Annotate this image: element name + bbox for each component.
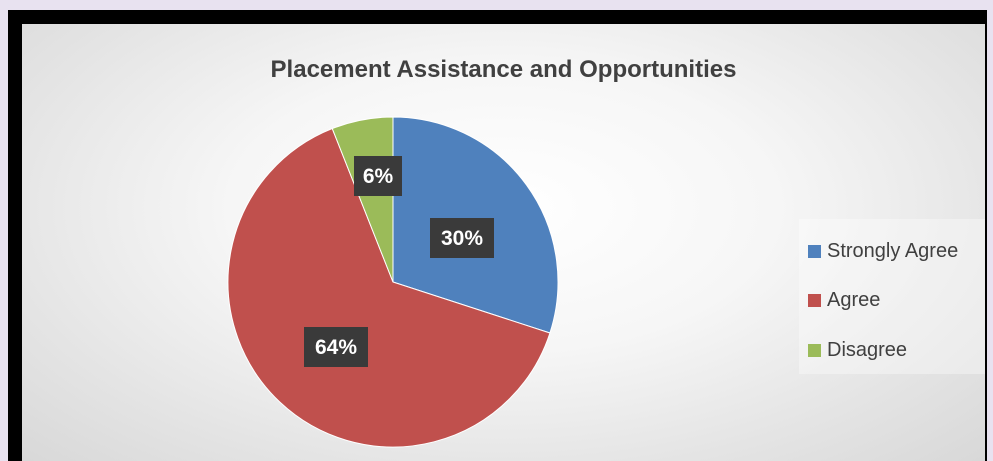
svg-text:6%: 6% (363, 165, 394, 188)
legend-item-strongly-agree: Strongly Agree (808, 236, 958, 266)
legend-label-disagree: Disagree (827, 338, 908, 361)
legend-label-agree: Agree (827, 288, 881, 311)
legend-swatch-strongly-agree (808, 244, 821, 258)
legend-item-disagree: Disagree (808, 335, 907, 365)
data-label-strongly-agree: 30% (430, 218, 494, 258)
chart-legend: Strongly Agree Agree Disagree (799, 219, 985, 374)
legend-swatch-agree (808, 293, 821, 307)
data-label-agree: 64% (304, 327, 368, 367)
pie-chart: 30% 64% 6% (227, 116, 559, 448)
legend-swatch-disagree (808, 343, 821, 357)
svg-text:64%: 64% (315, 336, 357, 359)
data-label-disagree: 6% (354, 156, 402, 196)
legend-label-strongly-agree: Strongly Agree (827, 239, 959, 262)
chart-area: Placement Assistance and Opportunities 3… (22, 24, 985, 461)
pie-slice-agree (227, 127, 551, 448)
svg-text:30%: 30% (441, 227, 483, 250)
legend-item-agree: Agree (808, 285, 880, 315)
chart-frame: Placement Assistance and Opportunities 3… (8, 10, 987, 461)
chart-title: Placement Assistance and Opportunities (270, 56, 737, 83)
